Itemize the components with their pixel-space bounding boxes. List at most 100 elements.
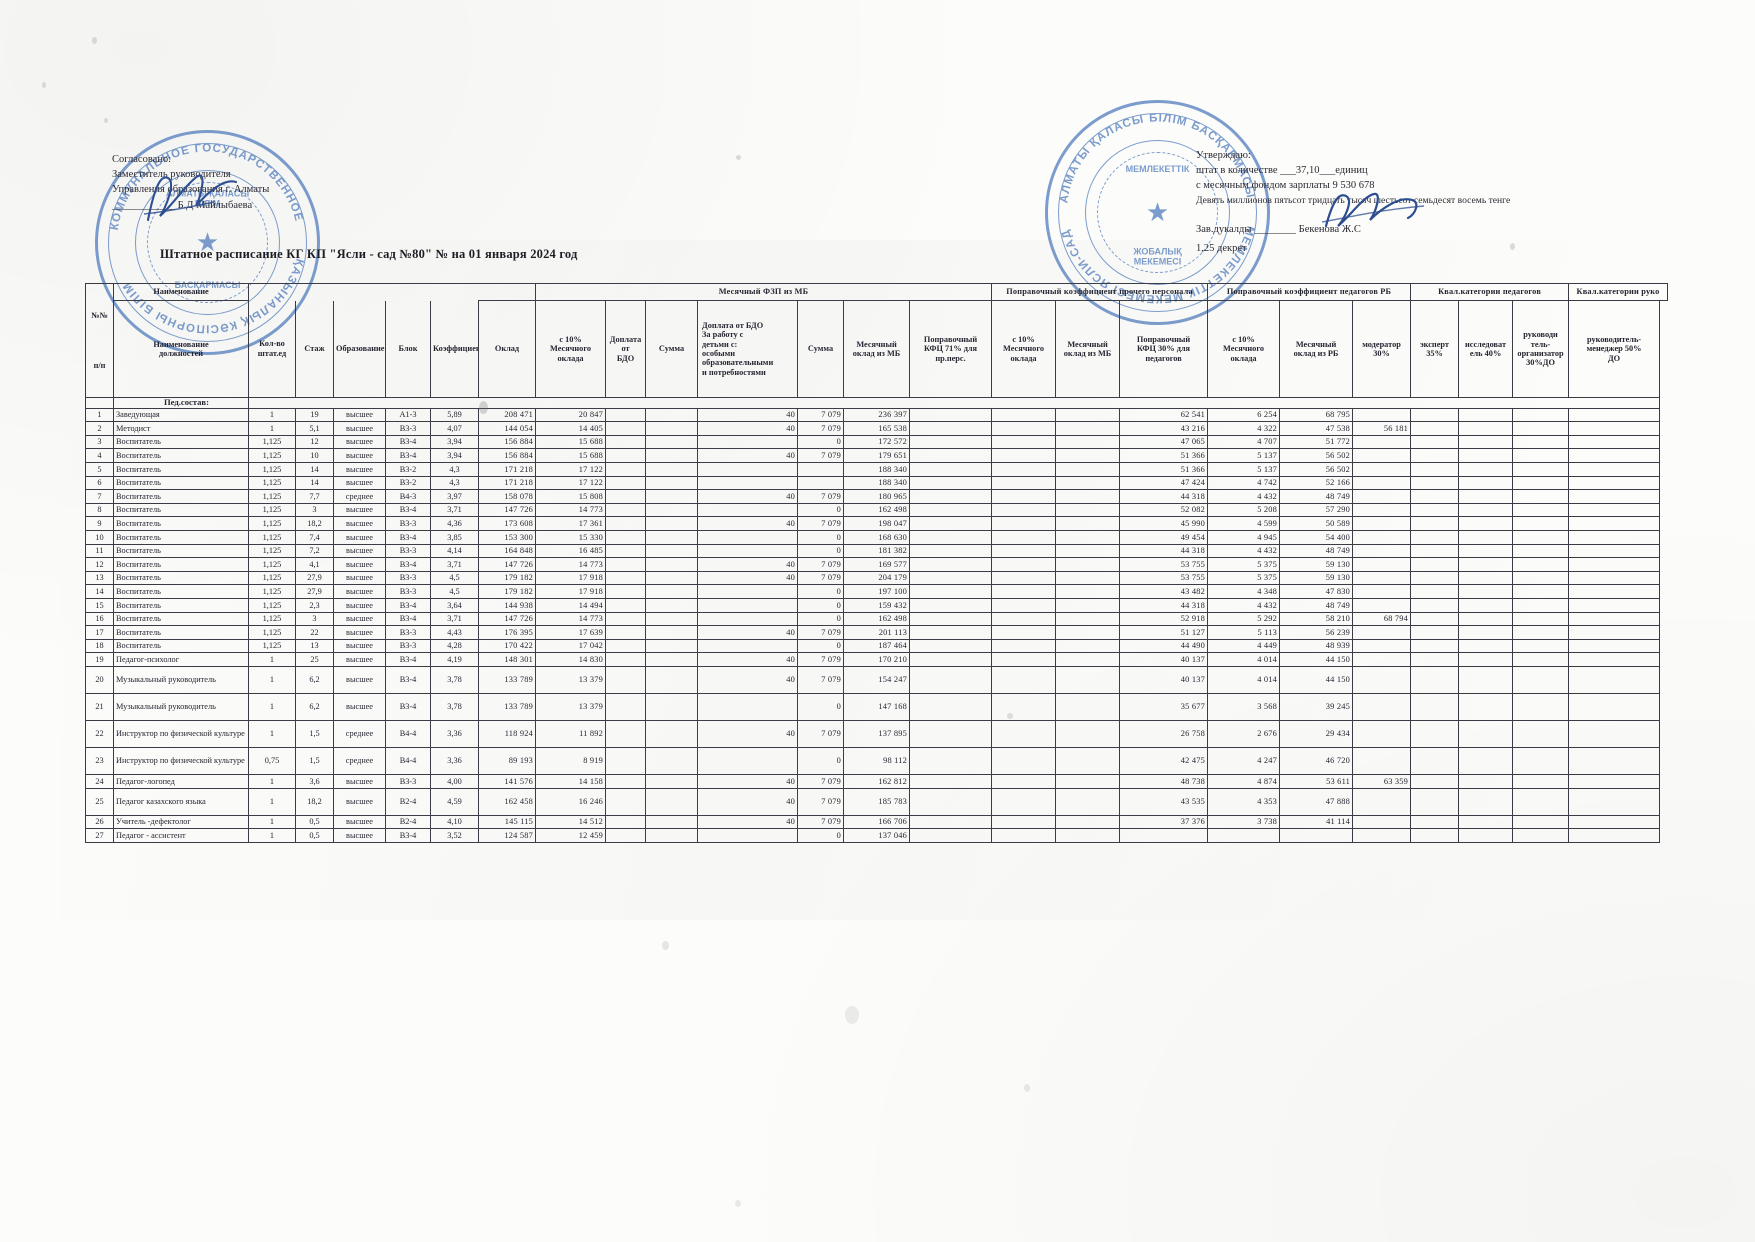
cell-mb-10-percent: 14 494 bbox=[535, 597, 607, 613]
cell-ruk-manager bbox=[1568, 557, 1661, 572]
cell-mb-sum-1 bbox=[645, 692, 699, 721]
cell-position-name: Воспитатель bbox=[113, 489, 249, 504]
cell-ruk-manager bbox=[1568, 665, 1661, 694]
cell-ped-10: 4 599 bbox=[1207, 516, 1281, 531]
cell-ped-monthly: 56 239 bbox=[1279, 625, 1354, 640]
cell-other-10 bbox=[991, 746, 1057, 775]
section-empty bbox=[247, 397, 1661, 409]
th-name-group: Наименование bbox=[113, 283, 249, 301]
cell-mb-sum-1 bbox=[645, 407, 699, 423]
cell-ped-10: 4 742 bbox=[1207, 475, 1281, 491]
cell-block: В3-3 bbox=[385, 773, 431, 789]
cell-oklad: 147 726 bbox=[477, 611, 537, 627]
cell-cat-expert bbox=[1410, 462, 1460, 477]
cell-staff-count: 1 bbox=[248, 787, 296, 816]
cell-mb-bdo bbox=[605, 475, 647, 491]
cell-other-10 bbox=[991, 625, 1057, 640]
cell-block: В3-3 bbox=[385, 625, 431, 640]
cell-block: В3-4 bbox=[385, 692, 431, 721]
cell-cat-researcher bbox=[1458, 421, 1514, 436]
cell-mb-sum-1 bbox=[645, 625, 699, 640]
cell-mb-sum-1 bbox=[645, 516, 699, 531]
cell-row-number: 8 bbox=[85, 502, 114, 518]
cell-cat-moderator bbox=[1352, 625, 1412, 640]
cell-row-number: 7 bbox=[85, 489, 114, 504]
cell-ruk-manager bbox=[1568, 434, 1661, 450]
scan-speck bbox=[735, 1200, 741, 1207]
scan-speck bbox=[845, 1006, 859, 1024]
cell-position-name: Воспитатель bbox=[113, 584, 249, 599]
cell-mb-bdo bbox=[605, 543, 647, 559]
cell-ruk-organizer bbox=[1512, 665, 1570, 694]
cell-ped-10: 4 353 bbox=[1207, 787, 1281, 816]
cell-mb-bdo-special: 40 bbox=[697, 557, 799, 572]
cell-staff-count: 1 bbox=[248, 652, 296, 667]
cell-mb-10-percent: 17 122 bbox=[535, 462, 607, 477]
cell-mb-10-percent: 14 512 bbox=[535, 814, 607, 830]
cell-ruk-manager bbox=[1568, 584, 1661, 599]
cell-coefficient: 3,78 bbox=[430, 665, 479, 694]
cell-mb-sum-2: 7 079 bbox=[797, 652, 845, 667]
cell-staff-count: 1 bbox=[248, 828, 296, 843]
cell-ruk-manager bbox=[1568, 692, 1661, 721]
cell-ruk-organizer bbox=[1512, 434, 1570, 450]
th-group-monthly-mb: Месячный ФЗП из МБ bbox=[535, 283, 993, 301]
cell-ped-kfc: 40 137 bbox=[1119, 665, 1209, 694]
cell-mb-10-percent: 16 485 bbox=[535, 543, 607, 559]
cell-mb-monthly: 204 179 bbox=[843, 570, 911, 586]
cell-cat-expert bbox=[1410, 475, 1460, 491]
cell-other-10 bbox=[991, 557, 1057, 572]
cell-mb-monthly: 179 651 bbox=[843, 448, 911, 463]
approval-block-left: Согласовано: Заместитель руководителя Уп… bbox=[112, 152, 269, 213]
cell-oklad: 144 054 bbox=[477, 421, 537, 436]
cell-cat-moderator bbox=[1352, 787, 1412, 816]
cell-cat-researcher bbox=[1458, 638, 1514, 654]
cell-ruk-organizer bbox=[1512, 448, 1570, 463]
cell-ruk-organizer bbox=[1512, 773, 1570, 789]
cell-mb-sum-1 bbox=[645, 462, 699, 477]
cell-mb-sum-1 bbox=[645, 434, 699, 450]
cell-block: В3-2 bbox=[385, 462, 431, 477]
cell-ped-monthly: 52 166 bbox=[1279, 475, 1354, 491]
cell-other-kfc bbox=[909, 746, 993, 775]
cell-mb-monthly: 137 895 bbox=[843, 719, 911, 748]
th-position-name: Наименование должностей bbox=[113, 300, 249, 398]
cell-row-number: 24 bbox=[85, 773, 114, 789]
cell-ruk-manager bbox=[1568, 502, 1661, 518]
cell-position-name: Воспитатель bbox=[113, 611, 249, 627]
cell-coefficient: 3,36 bbox=[430, 719, 479, 748]
cell-ped-10: 5 137 bbox=[1207, 448, 1281, 463]
cell-oklad: 148 301 bbox=[477, 652, 537, 667]
th-other-kfc: Поправочный КФЦ 71% для пр.перс. bbox=[909, 300, 993, 398]
th-spacer-left bbox=[247, 283, 537, 301]
th-number: №№ п/п bbox=[85, 283, 114, 398]
cell-ped-kfc: 26 758 bbox=[1119, 719, 1209, 748]
cell-mb-bdo bbox=[605, 638, 647, 654]
cell-other-kfc bbox=[909, 570, 993, 586]
cell-other-kfc bbox=[909, 814, 993, 830]
section-label: Пед.состав: bbox=[113, 397, 249, 409]
cell-mb-sum-1 bbox=[645, 529, 699, 545]
th-ruk-manager: руководитель- менеджер 50% ДО bbox=[1568, 300, 1661, 398]
section-row-number bbox=[85, 397, 114, 409]
approval-left-line-3: ____________ Б.Д Майлыбаева bbox=[112, 199, 253, 211]
approval-right-line-2: с месячным фондом зарплаты 9 530 678 bbox=[1196, 180, 1375, 192]
cell-ruk-organizer bbox=[1512, 652, 1570, 667]
cell-mb-bdo-special: 40 bbox=[697, 814, 799, 830]
cell-ruk-organizer bbox=[1512, 489, 1570, 504]
cell-cat-expert bbox=[1410, 692, 1460, 721]
scan-speck bbox=[92, 37, 97, 44]
staffing-table: №№ п/п Наименование Месячный ФЗП из МБ П… bbox=[85, 283, 1668, 843]
cell-other-10 bbox=[991, 516, 1057, 531]
cell-cat-moderator bbox=[1352, 529, 1412, 545]
cell-other-monthly bbox=[1055, 814, 1121, 830]
cell-cat-moderator bbox=[1352, 570, 1412, 586]
cell-other-monthly bbox=[1055, 570, 1121, 586]
cell-mb-monthly: 180 965 bbox=[843, 489, 911, 504]
cell-coefficient: 3,71 bbox=[430, 502, 479, 518]
cell-cat-researcher bbox=[1458, 516, 1514, 531]
cell-ped-10: 4 432 bbox=[1207, 489, 1281, 504]
cell-staff-count: 1,125 bbox=[248, 475, 296, 491]
cell-other-10 bbox=[991, 692, 1057, 721]
